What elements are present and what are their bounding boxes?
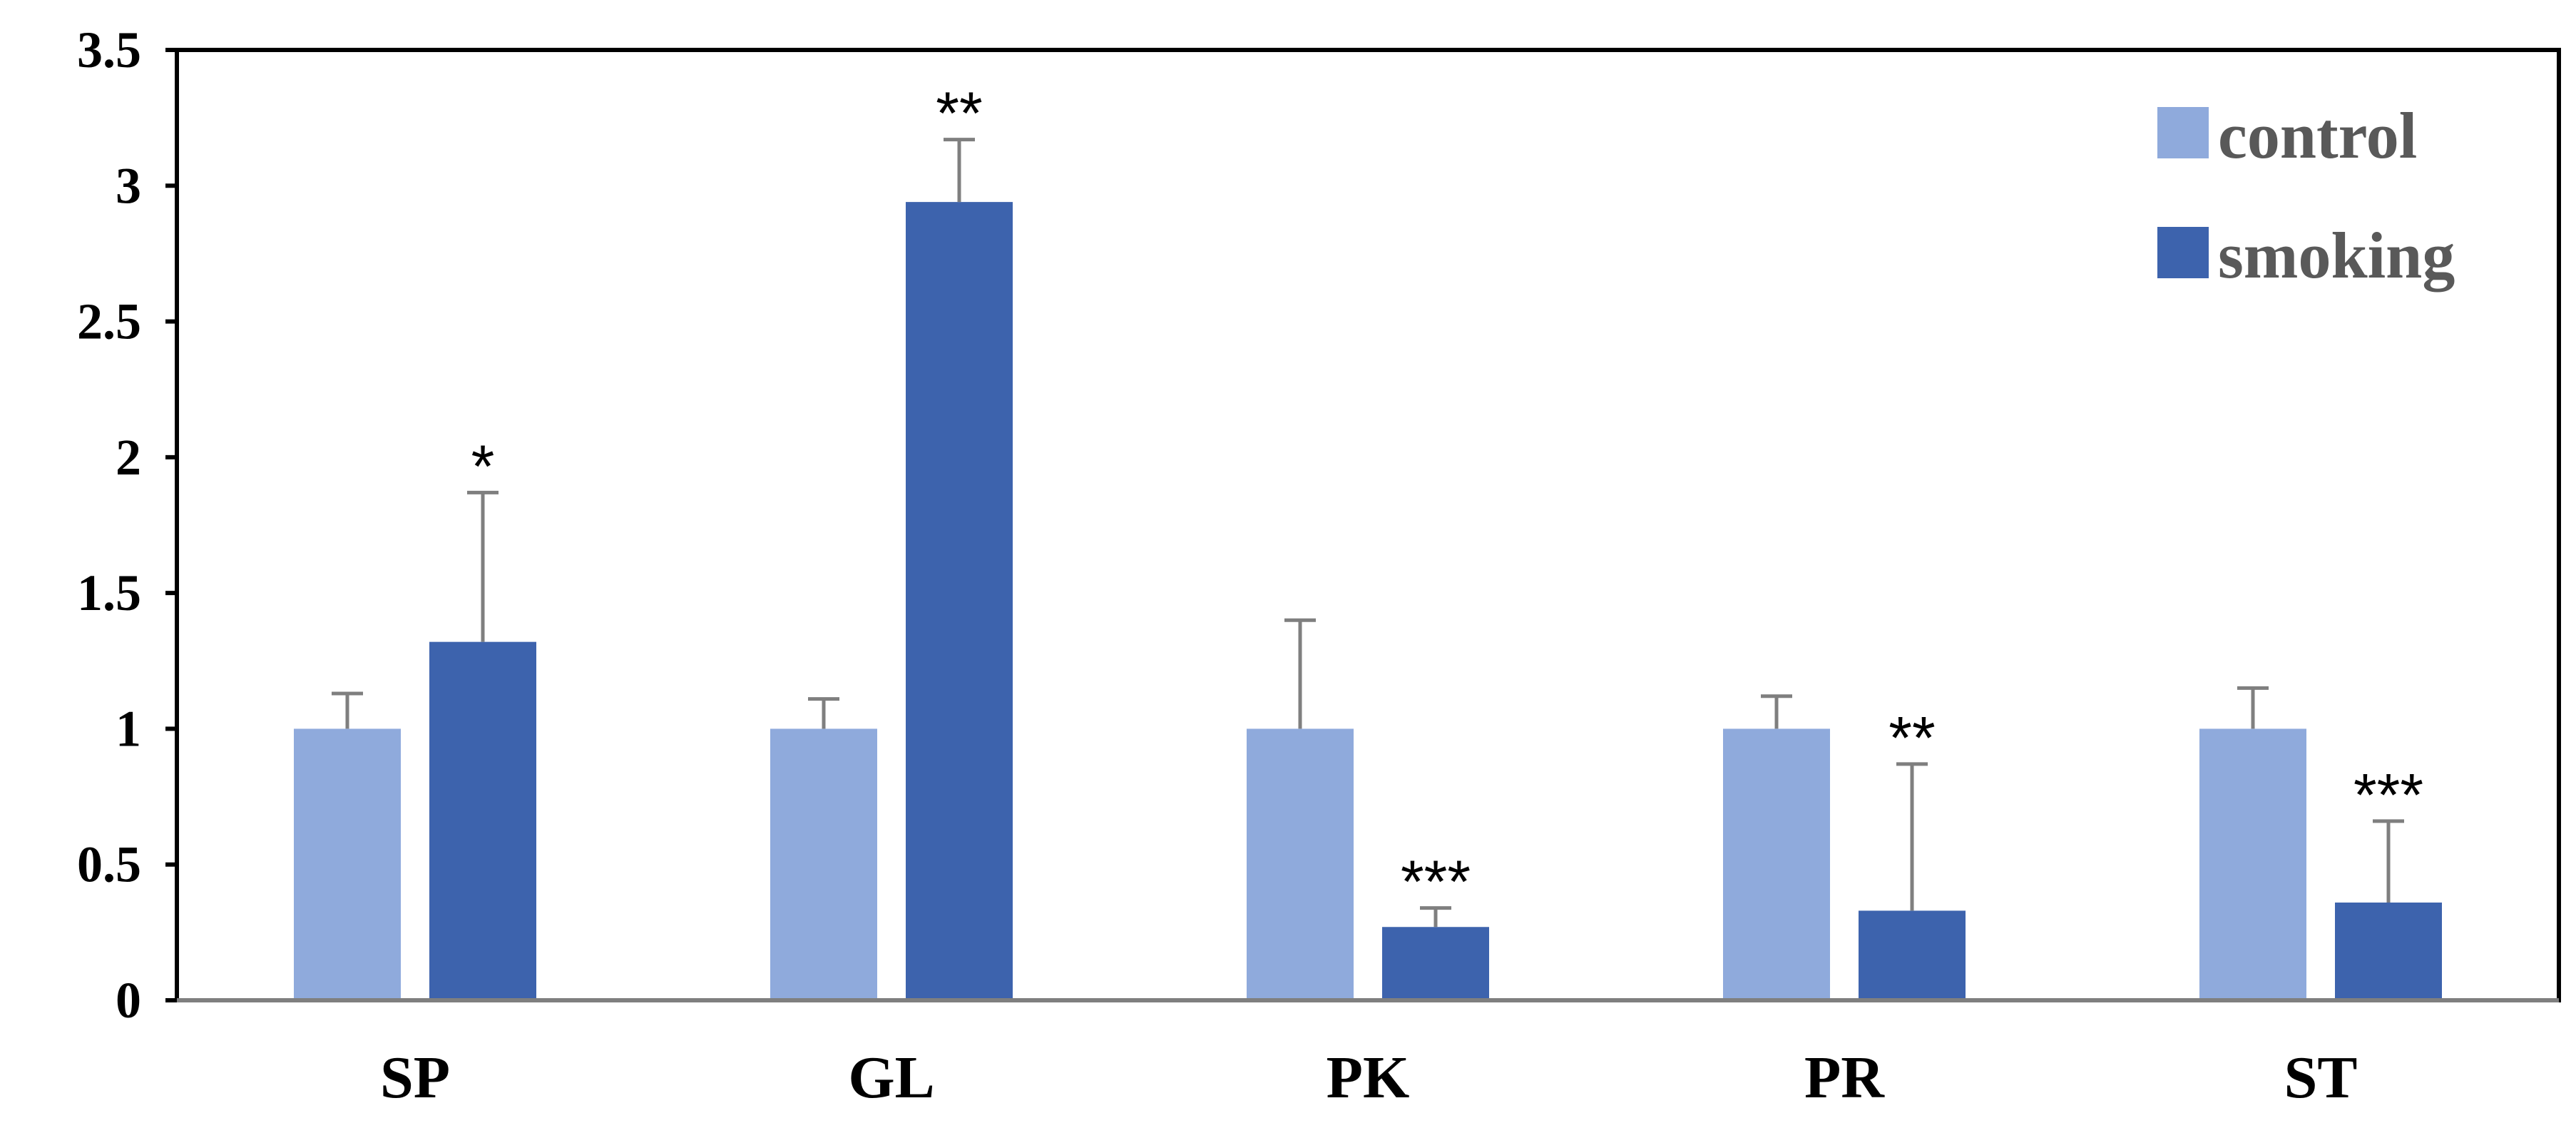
bar-control-st (2199, 728, 2306, 1000)
x-category-label: PR (1804, 1045, 1885, 1111)
bar-smoking-pr (1859, 910, 1966, 1000)
y-tick-label: 2 (116, 429, 141, 486)
y-tick-label: 0.5 (77, 836, 141, 893)
significance-marker: * (471, 432, 495, 499)
plot-frame (175, 48, 2561, 1002)
legend-swatch-smoking (2157, 227, 2209, 278)
bar-smoking-sp (429, 641, 536, 1000)
bar-control-sp (294, 728, 401, 1000)
legend: control smoking (2157, 99, 2455, 292)
x-category-label: SP (380, 1045, 450, 1111)
bar-smoking-gl (906, 202, 1013, 1000)
y-tick-label: 1.5 (77, 564, 141, 621)
bar-smoking-st (2335, 902, 2442, 1000)
significance-marker: *** (1401, 848, 1471, 915)
y-tick-label: 0 (116, 972, 141, 1029)
x-category-label: PK (1327, 1045, 1410, 1111)
y-tick-label: 1 (116, 700, 141, 757)
y-tick-label: 2.5 (77, 293, 141, 350)
legend-label-control: control (2218, 99, 2417, 172)
significance-marker: ** (1888, 704, 1935, 771)
bar-control-pk (1247, 728, 1354, 1000)
bar-smoking-pk (1382, 927, 1489, 1000)
y-axis: 0 0.5 1 1.5 2 2.5 3 3.5 (77, 21, 177, 1029)
bars-group: *********** (294, 80, 2442, 1000)
y-tick-label: 3 (116, 157, 141, 214)
bar-control-pr (1723, 728, 1830, 1000)
significance-marker: ** (936, 80, 982, 147)
bar-control-gl (770, 728, 877, 1000)
legend-label-smoking: smoking (2218, 219, 2455, 292)
x-category-label: ST (2284, 1045, 2358, 1111)
significance-marker: *** (2353, 761, 2423, 828)
legend-swatch-control (2157, 107, 2209, 158)
x-category-label: GL (848, 1045, 934, 1111)
x-axis-labels: SP GL PK PR ST (380, 1045, 2357, 1111)
y-tick-label: 3.5 (77, 21, 141, 78)
